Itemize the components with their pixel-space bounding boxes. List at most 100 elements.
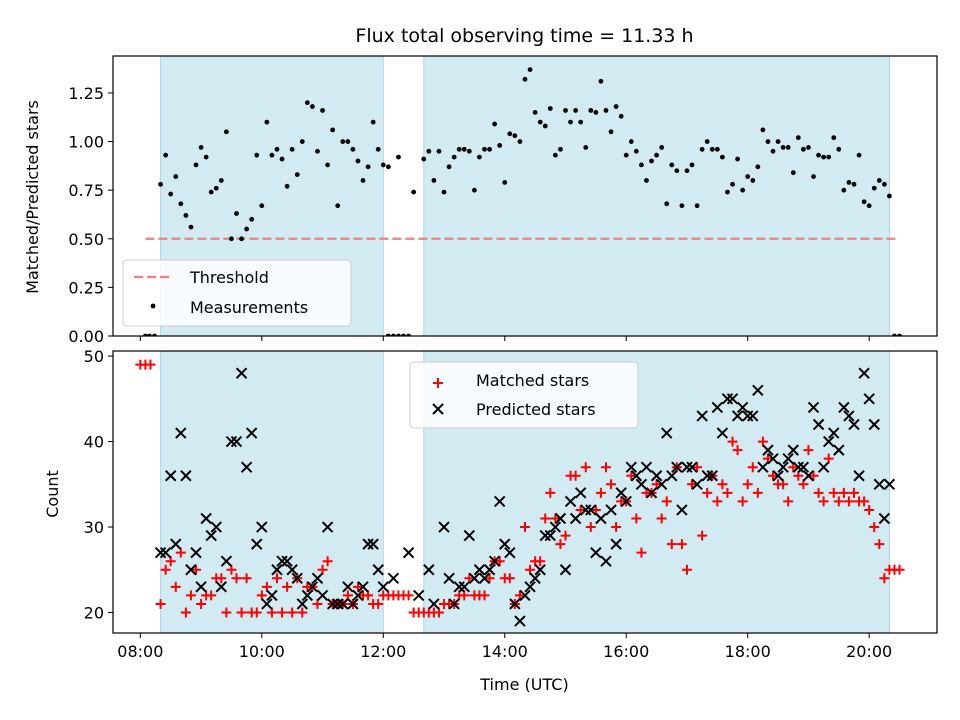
measurement-point (623, 152, 629, 158)
predicted-star-point (873, 478, 886, 491)
measurement-point (330, 127, 336, 133)
y-tick-label: 0.75 (68, 181, 104, 200)
matched-star-point (342, 590, 353, 601)
matched-star-point (661, 496, 672, 507)
measurement-point (234, 211, 239, 216)
measurement-point (639, 162, 644, 168)
measurement-point (173, 174, 179, 179)
predicted-star-point (828, 427, 840, 439)
matched-star-point (848, 487, 859, 498)
predicted-star-point (706, 470, 718, 482)
predicted-star-point (499, 538, 511, 550)
matched-star-point (793, 470, 804, 481)
measurement-point (841, 187, 847, 193)
predicted-star-point (655, 478, 668, 491)
measurement-point (821, 154, 827, 160)
matched-star-point (363, 590, 374, 601)
matched-star-point (575, 504, 586, 515)
measurement-point (537, 119, 543, 125)
predicted-star-point (205, 529, 217, 542)
predicted-star-point (306, 581, 319, 593)
predicted-star-point (483, 564, 496, 576)
matched-star-point (742, 479, 753, 490)
x-tick-label: 16:00 (603, 642, 649, 661)
measurement-point (735, 156, 740, 162)
predicted-star-point (352, 589, 364, 602)
predicted-star-point (777, 461, 789, 473)
measurement-point (360, 178, 366, 183)
matched-star-point (352, 581, 363, 592)
matched-star-point (828, 487, 839, 498)
matched-star-point (241, 573, 252, 584)
y-tick-label: 0.00 (68, 327, 104, 346)
matched-star-point (297, 607, 308, 618)
predicted-star-point (514, 615, 526, 627)
x-axis-title: Time (UTC) (479, 675, 568, 694)
matched-star-point (312, 598, 323, 609)
count-panel: 08:00 10:00 12:00 14:00 16:00 18:00 20:00 20 30 4… (84, 347, 938, 661)
measurement-point (613, 104, 619, 109)
matched-star-point (818, 496, 829, 507)
predicted-star-point (276, 555, 288, 567)
matched-star-point (191, 564, 202, 575)
predicted-star-point (337, 598, 349, 610)
predicted-star-point (853, 470, 865, 482)
measurement-point (274, 146, 280, 152)
measurement-point (229, 236, 234, 242)
measurement-point (532, 109, 538, 115)
predicted-star-point (235, 367, 248, 379)
predicted-star-point (428, 598, 440, 610)
measurement-point (426, 148, 432, 154)
measurement-point (689, 162, 695, 168)
measurement-point (497, 143, 503, 148)
predicted-star-point (701, 470, 713, 482)
measurement-point (325, 162, 331, 168)
predicted-star-point (635, 478, 648, 491)
measurement-point (431, 178, 437, 183)
measurement-point (806, 144, 811, 150)
matched-star-point (656, 513, 667, 524)
predicted-star-point (509, 598, 521, 610)
matched-star-point (555, 539, 566, 550)
measurement-point (871, 185, 877, 191)
predicted-star-point (863, 393, 875, 405)
measurement-point (755, 164, 761, 170)
predicted-star-point (650, 470, 663, 482)
measurement-point (168, 191, 174, 197)
matched-star-point (788, 462, 799, 473)
predicted-star-point (741, 410, 754, 422)
predicted-star-point (195, 581, 207, 593)
predicted-star-point (696, 410, 708, 422)
predicted-star-point (797, 461, 810, 473)
measurement-point (674, 168, 680, 174)
matched-star-point (251, 607, 262, 618)
predicted-star-point (281, 555, 293, 567)
measurement-point (335, 203, 341, 209)
matched-star-point (271, 573, 282, 584)
predicted-star-point (332, 598, 344, 610)
matched-star-point (813, 487, 824, 498)
x-tick-label: 12:00 (360, 642, 406, 661)
predicted-star-point (691, 478, 703, 491)
measurement-point (563, 108, 568, 113)
measurement-point (558, 146, 563, 152)
predicted-star-point (600, 555, 612, 567)
figure-title: Flux total observing time = 11.33 h (355, 25, 693, 47)
predicted-star-point (666, 470, 678, 482)
measurement-point (704, 139, 710, 144)
plot-area (135, 359, 905, 627)
predicted-star-point (736, 401, 749, 414)
predicted-star-point (620, 495, 632, 508)
matched-star-point (535, 556, 546, 567)
measurement-point (446, 164, 452, 170)
measurement-point (760, 127, 766, 133)
measurement-point (299, 139, 305, 144)
matched-star-point (843, 496, 854, 507)
predicted-star-point (807, 401, 820, 414)
y-tick-label: 0.50 (68, 230, 104, 249)
measurement-point (456, 146, 462, 152)
matched-star-point (636, 547, 647, 558)
predicted-star-point (402, 546, 415, 559)
measurement-point (380, 162, 386, 168)
ratio-panel: 0.00 0.25 0.50 0.75 1.00 1.25 Threshold Measure… (68, 55, 938, 346)
